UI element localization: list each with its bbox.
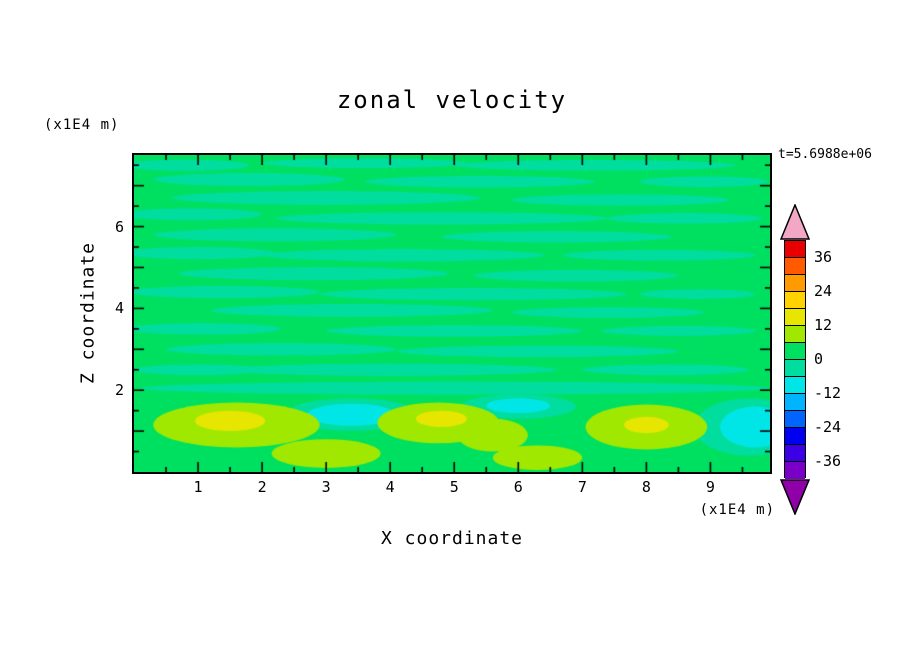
x-tick-label: 9 bbox=[705, 478, 715, 496]
page-title: zonal velocity bbox=[336, 86, 568, 114]
x-tick-label: 7 bbox=[577, 478, 587, 496]
y-tick-label: 4 bbox=[114, 299, 124, 318]
x-tick-labels: 1 2 3 4 5 6 7 8 9 bbox=[134, 478, 770, 498]
x-tick-label: 8 bbox=[641, 478, 651, 496]
colorbar-segments bbox=[784, 240, 806, 479]
colorbar-tick-label: 36 bbox=[814, 248, 833, 266]
colorbar-segment bbox=[785, 292, 805, 309]
x-tick-label: 2 bbox=[257, 478, 267, 496]
y-tick-labels: 2 4 6 bbox=[96, 155, 124, 472]
colorbar-over-arrow bbox=[780, 204, 810, 240]
colorbar-segment bbox=[785, 428, 805, 445]
x-tick-label: 3 bbox=[321, 478, 331, 496]
x-axis-unit-label: (x1E4 m) bbox=[699, 502, 775, 518]
colorbar-segment bbox=[785, 394, 805, 411]
colorbar-segment bbox=[785, 326, 805, 343]
colorbar-segment bbox=[785, 462, 805, 479]
time-annotation: t=5.6988e+06 bbox=[778, 147, 872, 162]
y-axis-unit-label: (x1E4 m) bbox=[44, 117, 120, 133]
x-tick-label: 6 bbox=[513, 478, 523, 496]
colorbar-segment bbox=[785, 445, 805, 462]
colorbar-segment bbox=[785, 309, 805, 326]
colorbar-tick-label: -12 bbox=[814, 384, 842, 402]
y-tick-label: 6 bbox=[114, 217, 124, 236]
colorbar-segment bbox=[785, 241, 805, 258]
colorbar-tick-label: -36 bbox=[814, 452, 842, 470]
colorbar-tick-label: 24 bbox=[814, 282, 833, 300]
colorbar-segment bbox=[785, 275, 805, 292]
colorbar-tick-label: 0 bbox=[814, 350, 824, 368]
colorbar-under-arrow bbox=[780, 479, 810, 515]
y-tick-label: 2 bbox=[114, 381, 124, 400]
colorbar-tick-label: -24 bbox=[814, 418, 842, 436]
colorbar-tick-label: 12 bbox=[814, 316, 833, 334]
x-tick-label: 1 bbox=[193, 478, 203, 496]
contour-plot-canvas bbox=[134, 155, 770, 472]
x-tick-label: 5 bbox=[449, 478, 459, 496]
colorbar-segment bbox=[785, 343, 805, 360]
plot-frame bbox=[132, 153, 772, 474]
colorbar-tick-labels: 36 24 12 0 -12 -24 -36 bbox=[814, 240, 860, 478]
colorbar-segment bbox=[785, 258, 805, 275]
x-tick-label: 4 bbox=[385, 478, 395, 496]
colorbar-segment bbox=[785, 377, 805, 394]
x-axis-label: X coordinate bbox=[380, 528, 524, 549]
colorbar-segment bbox=[785, 360, 805, 377]
colorbar-segment bbox=[785, 411, 805, 428]
